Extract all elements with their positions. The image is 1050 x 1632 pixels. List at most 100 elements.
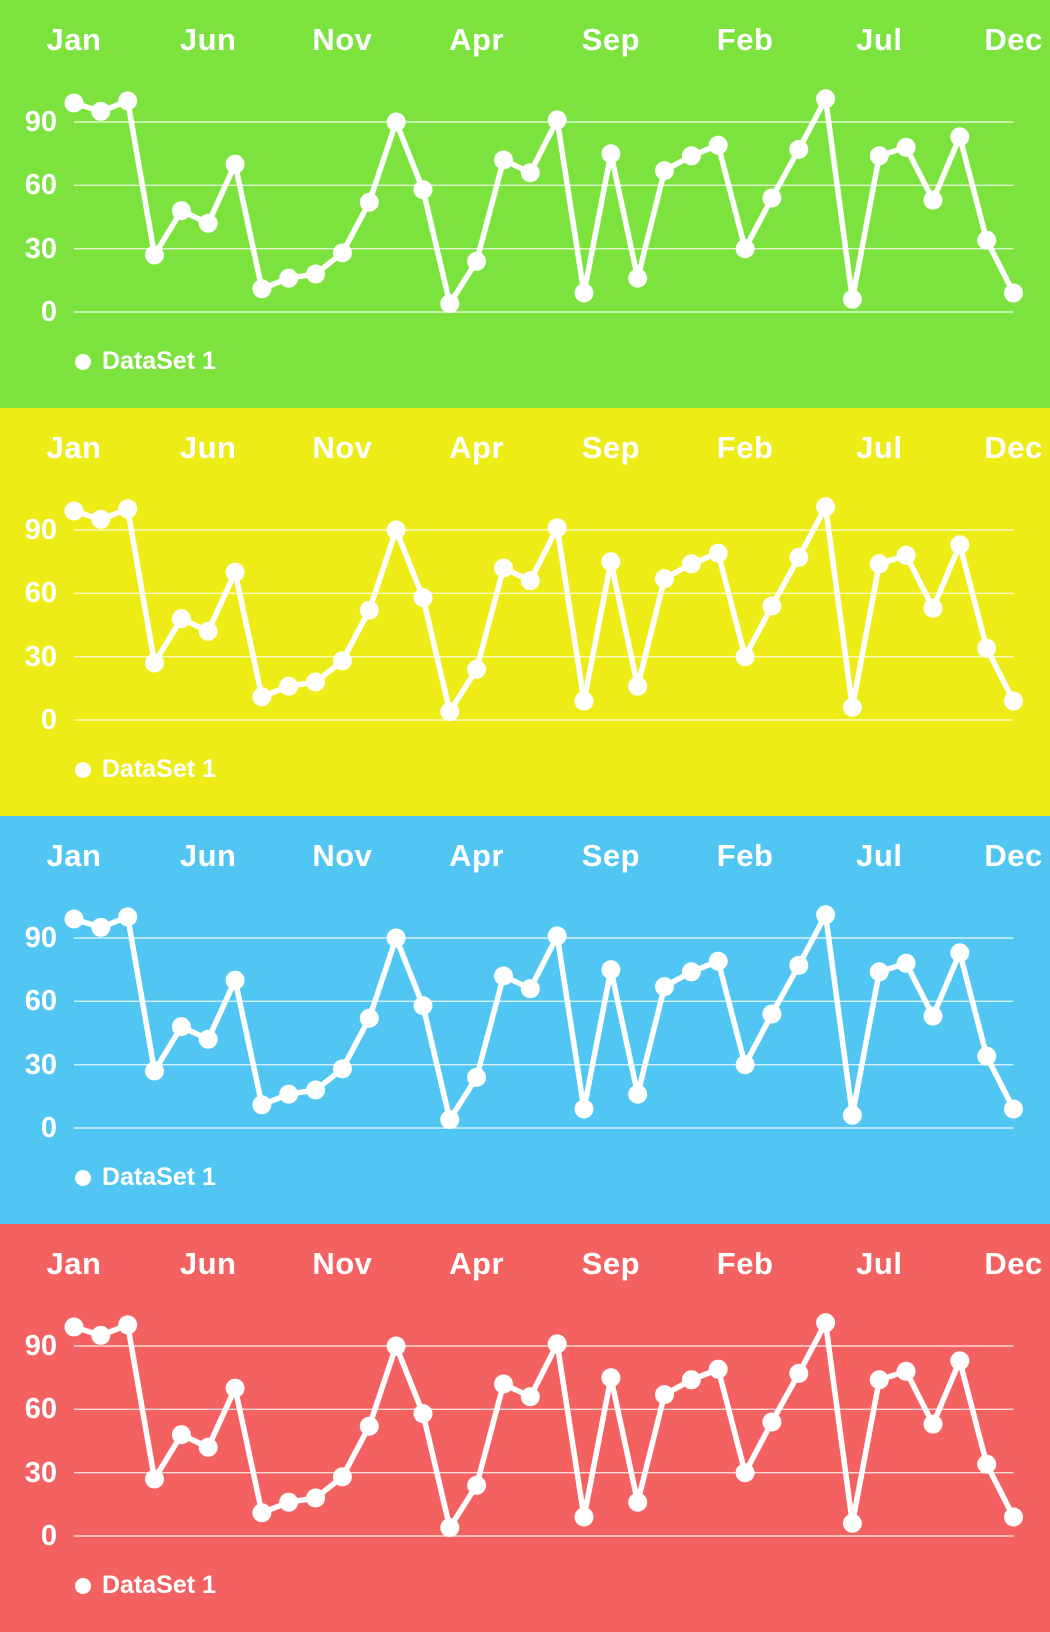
data-point[interactable] — [762, 596, 782, 616]
data-point[interactable] — [306, 1488, 326, 1508]
data-point[interactable] — [386, 928, 406, 948]
legend[interactable]: DataSet 1 — [75, 1571, 216, 1600]
data-point[interactable] — [547, 926, 567, 946]
data-point[interactable] — [440, 1518, 460, 1538]
data-point[interactable] — [64, 93, 84, 113]
data-point[interactable] — [359, 1008, 379, 1028]
data-point[interactable] — [118, 91, 138, 111]
data-point[interactable] — [896, 137, 916, 157]
data-point[interactable] — [332, 1467, 352, 1487]
data-point[interactable] — [816, 497, 836, 517]
data-point[interactable] — [91, 1325, 111, 1345]
data-point[interactable] — [574, 691, 594, 711]
data-point[interactable] — [1004, 1507, 1023, 1527]
data-point[interactable] — [413, 588, 433, 608]
data-point[interactable] — [520, 571, 540, 591]
data-point[interactable] — [869, 962, 889, 982]
data-point[interactable] — [467, 659, 487, 679]
data-point[interactable] — [735, 647, 755, 667]
data-point[interactable] — [708, 135, 728, 155]
data-point[interactable] — [225, 562, 245, 582]
data-point[interactable] — [440, 702, 460, 722]
data-point[interactable] — [386, 1336, 406, 1356]
data-point[interactable] — [386, 520, 406, 540]
data-point[interactable] — [816, 89, 836, 109]
data-point[interactable] — [923, 1006, 943, 1026]
data-point[interactable] — [869, 1370, 889, 1390]
data-point[interactable] — [762, 1004, 782, 1024]
data-point[interactable] — [681, 1370, 701, 1390]
data-point[interactable] — [91, 917, 111, 937]
data-point[interactable] — [977, 1454, 997, 1474]
data-point[interactable] — [655, 1385, 674, 1405]
data-point[interactable] — [735, 239, 755, 259]
data-point[interactable] — [842, 697, 862, 717]
data-point[interactable] — [735, 1463, 755, 1483]
data-point[interactable] — [306, 672, 326, 692]
data-point[interactable] — [681, 962, 701, 982]
data-point[interactable] — [896, 1361, 916, 1381]
data-point[interactable] — [359, 192, 379, 212]
data-point[interactable] — [601, 1368, 621, 1388]
data-point[interactable] — [145, 1469, 164, 1489]
data-point[interactable] — [171, 1425, 191, 1445]
data-point[interactable] — [252, 1095, 272, 1115]
data-point[interactable] — [842, 1105, 862, 1125]
data-point[interactable] — [977, 638, 997, 658]
data-point[interactable] — [359, 600, 379, 620]
data-point[interactable] — [225, 970, 245, 990]
data-point[interactable] — [950, 943, 970, 963]
data-point[interactable] — [198, 1029, 218, 1049]
data-point[interactable] — [520, 979, 540, 999]
data-point[interactable] — [708, 543, 728, 563]
data-point[interactable] — [628, 1492, 648, 1512]
data-point[interactable] — [440, 1110, 460, 1130]
data-point[interactable] — [306, 264, 326, 284]
legend[interactable]: DataSet 1 — [75, 1163, 216, 1192]
data-point[interactable] — [413, 180, 433, 200]
data-point[interactable] — [923, 190, 943, 210]
data-point[interactable] — [547, 110, 567, 130]
data-point[interactable] — [494, 1374, 513, 1394]
data-point[interactable] — [762, 1412, 782, 1432]
data-point[interactable] — [896, 953, 916, 973]
data-point[interactable] — [601, 552, 621, 572]
data-point[interactable] — [279, 268, 299, 288]
data-point[interactable] — [681, 554, 701, 574]
data-point[interactable] — [494, 150, 513, 170]
data-point[interactable] — [252, 279, 272, 299]
data-point[interactable] — [842, 289, 862, 309]
data-point[interactable] — [91, 101, 111, 121]
data-point[interactable] — [413, 1404, 433, 1424]
data-point[interactable] — [145, 245, 164, 265]
data-point[interactable] — [708, 951, 728, 971]
data-point[interactable] — [198, 1437, 218, 1457]
data-point[interactable] — [601, 144, 621, 164]
data-point[interactable] — [1004, 691, 1023, 711]
data-point[interactable] — [789, 547, 809, 567]
data-point[interactable] — [789, 1363, 809, 1383]
data-point[interactable] — [386, 112, 406, 132]
data-point[interactable] — [601, 960, 621, 980]
data-point[interactable] — [225, 1378, 245, 1398]
data-point[interactable] — [842, 1513, 862, 1533]
data-point[interactable] — [332, 651, 352, 671]
data-point[interactable] — [681, 146, 701, 166]
data-point[interactable] — [118, 907, 138, 927]
data-point[interactable] — [708, 1359, 728, 1379]
data-point[interactable] — [467, 1475, 487, 1495]
data-point[interactable] — [467, 251, 487, 271]
data-point[interactable] — [789, 139, 809, 159]
data-point[interactable] — [628, 676, 648, 696]
data-point[interactable] — [950, 127, 970, 147]
data-point[interactable] — [145, 1061, 164, 1081]
data-point[interactable] — [816, 1313, 836, 1333]
data-point[interactable] — [547, 1334, 567, 1354]
data-point[interactable] — [145, 653, 164, 673]
data-point[interactable] — [118, 499, 138, 519]
data-point[interactable] — [440, 294, 460, 314]
legend[interactable]: DataSet 1 — [75, 347, 216, 376]
data-point[interactable] — [869, 146, 889, 166]
data-point[interactable] — [1004, 1099, 1023, 1119]
data-point[interactable] — [574, 1507, 594, 1527]
